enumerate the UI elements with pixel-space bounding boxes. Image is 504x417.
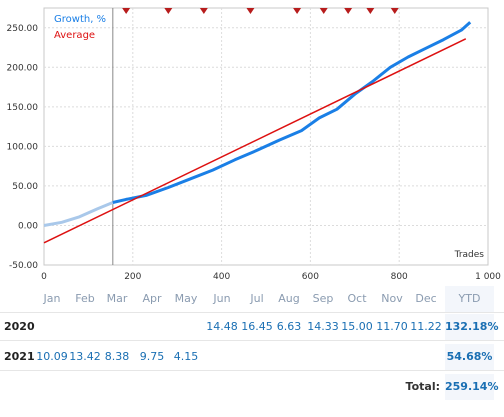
value-jul bbox=[240, 344, 274, 370]
value-mar bbox=[101, 314, 133, 340]
x-tick-label: 200 bbox=[124, 272, 141, 282]
y-tick-label: 100.00 bbox=[7, 142, 39, 152]
value-nov bbox=[374, 344, 410, 370]
y-tick-label: 150.00 bbox=[7, 103, 39, 113]
y-tick-label: 250.00 bbox=[7, 24, 39, 34]
value-feb: 13.42 bbox=[69, 350, 101, 363]
header-jan: Jan bbox=[43, 292, 61, 305]
value-jul: 16.45 bbox=[241, 320, 273, 333]
table-total-row: Total: 259.14% bbox=[0, 374, 504, 400]
y-tick-label: 200.00 bbox=[7, 63, 39, 73]
event-marker bbox=[390, 8, 399, 14]
header-sep: Sep bbox=[312, 292, 334, 305]
header-oct: Oct bbox=[347, 292, 367, 305]
total-label: Total: bbox=[405, 380, 440, 393]
average-series-line bbox=[43, 38, 467, 244]
y-tick-label: 50.00 bbox=[12, 182, 38, 192]
value-oct bbox=[340, 344, 374, 370]
y-tick-label: -50.00 bbox=[9, 261, 38, 271]
ytd-value: 132.18% bbox=[445, 314, 498, 340]
table-header-row: Jan Feb Mar Apr May Jun Jul Aug Sep Oct … bbox=[0, 286, 504, 313]
x-tick-label: 0 bbox=[41, 272, 47, 282]
year-label: 2020 bbox=[4, 320, 35, 333]
header-ytd: YTD bbox=[445, 286, 494, 312]
growth-series-line-history bbox=[43, 201, 114, 227]
value-nov: 11.70 bbox=[376, 320, 408, 333]
header-jul: Jul bbox=[250, 292, 264, 305]
y-tick-label: 0.00 bbox=[18, 221, 38, 231]
value-feb bbox=[69, 314, 101, 340]
event-marker bbox=[293, 8, 302, 14]
growth-chart: -50.00 0.00 50.00 100.00 150.00 200.00 250.00 0… bbox=[7, 7, 501, 282]
header-apr: Apr bbox=[142, 292, 162, 305]
value-mar: 8.38 bbox=[104, 350, 130, 363]
header-dec: Dec bbox=[415, 292, 437, 305]
x-tick-label: 400 bbox=[213, 272, 230, 282]
event-marker bbox=[122, 8, 131, 14]
event-marker bbox=[344, 8, 353, 14]
header-mar: Mar bbox=[106, 292, 128, 305]
table-row-2021: 2021 10.09 13.42 8.38 9.75 4.15 54.68% bbox=[0, 344, 504, 371]
value-may bbox=[169, 314, 203, 340]
header-may: May bbox=[174, 292, 198, 305]
value-oct: 15.00 bbox=[341, 320, 373, 333]
x-axis-label: Trades bbox=[454, 250, 485, 260]
event-marker bbox=[164, 8, 173, 14]
value-sep: 14.33 bbox=[307, 320, 339, 333]
x-tick-label: 800 bbox=[391, 272, 408, 282]
plot-area bbox=[43, 7, 489, 266]
header-feb: Feb bbox=[75, 292, 95, 305]
value-aug: 6.63 bbox=[276, 320, 302, 333]
year-label: 2021 bbox=[4, 350, 35, 363]
ytd-value: 54.68% bbox=[445, 344, 494, 370]
x-tick-label: 600 bbox=[302, 272, 319, 282]
value-sep bbox=[306, 344, 340, 370]
total-value: 259.14% bbox=[445, 374, 498, 400]
event-marker bbox=[199, 8, 208, 14]
legend-growth: Growth, % bbox=[54, 14, 106, 25]
value-dec bbox=[409, 344, 443, 370]
value-jun: 14.48 bbox=[206, 320, 238, 333]
header-jun: Jun bbox=[213, 292, 231, 305]
table-row-2020: 2020 14.48 16.45 6.63 14.33 15.00 11.70 … bbox=[0, 314, 504, 341]
event-marker bbox=[246, 8, 255, 14]
value-jan: 10.09 bbox=[36, 350, 68, 363]
header-aug: Aug bbox=[278, 292, 300, 305]
value-jan bbox=[36, 314, 68, 340]
value-aug bbox=[272, 344, 306, 370]
growth-series-line bbox=[112, 21, 472, 204]
value-jun bbox=[205, 344, 239, 370]
value-dec: 11.22 bbox=[410, 320, 442, 333]
event-marker bbox=[319, 8, 328, 14]
value-may: 4.15 bbox=[173, 350, 199, 363]
header-nov: Nov bbox=[381, 292, 403, 305]
event-marker bbox=[366, 8, 375, 14]
value-apr bbox=[136, 314, 168, 340]
x-tick-label: 1 000 bbox=[475, 272, 501, 282]
value-apr: 9.75 bbox=[139, 350, 165, 363]
legend-average: Average bbox=[54, 30, 95, 41]
